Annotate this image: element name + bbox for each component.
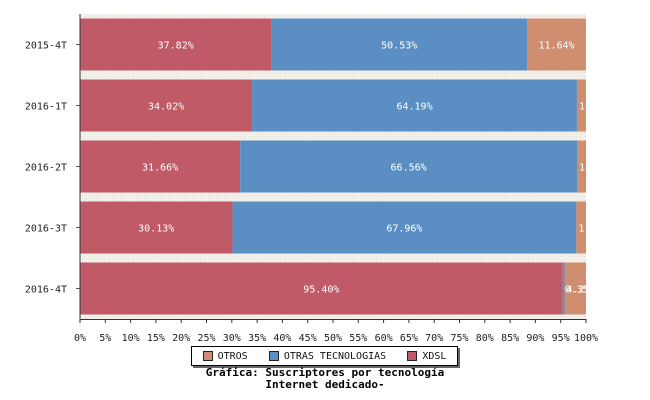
bar-segment — [576, 79, 586, 132]
bar-segment — [80, 79, 253, 132]
x-tick-label: 5% — [99, 333, 111, 344]
data-label: 64.19% — [396, 102, 432, 113]
x-tick-label: 30% — [223, 333, 241, 344]
x-tick-label: 0% — [74, 333, 86, 344]
data-label: 67.96% — [386, 224, 422, 235]
x-tick-label: 70% — [425, 333, 443, 344]
bar-segment — [564, 262, 586, 315]
bar-segment — [252, 79, 577, 132]
data-label: 37.82% — [158, 41, 194, 52]
x-tick-label: 85% — [501, 333, 519, 344]
bar-segment — [80, 140, 241, 193]
data-label: 1.78 — [579, 102, 603, 113]
x-tick-label: 35% — [248, 333, 266, 344]
y-tick-label: 2016-2T — [25, 163, 67, 174]
x-tick-label: 55% — [349, 333, 367, 344]
x-tick-label: 80% — [476, 333, 494, 344]
data-label: 11.64% — [538, 41, 574, 52]
x-tick-label: 40% — [273, 333, 291, 344]
legend-swatch-xdsl — [407, 351, 418, 361]
y-tick-label: 2016-4T — [25, 285, 67, 296]
data-label: 30.13% — [138, 224, 174, 235]
bar-segment — [80, 201, 233, 254]
legend-label-xdsl: XDSL — [422, 350, 447, 362]
data-label: 0.35% — [565, 285, 595, 296]
bar-segment — [232, 201, 577, 254]
bar-segment — [80, 18, 272, 71]
x-tick-label: 65% — [400, 333, 418, 344]
x-tick-label: 50% — [324, 333, 342, 344]
bar-segment — [576, 140, 587, 193]
legend-item-otras-tecnologias: OTRAS TECNOLOGIAS — [268, 350, 387, 362]
legend-item-xdsl: XDSL — [407, 351, 446, 362]
y-tick-label: 2016-3T — [25, 224, 67, 235]
data-label: 34.02% — [148, 102, 184, 113]
legend-item-otros: OTROS — [202, 350, 248, 362]
y-tick-label: 2015-4T — [25, 41, 67, 52]
legend-swatch-otras-tecnologias — [268, 351, 279, 361]
chart-caption: Gráfica: Suscriptores por tecnología Int… — [0, 367, 650, 391]
data-label: 4.25% — [566, 285, 596, 296]
bar-segment — [576, 201, 586, 254]
chart-title-line-1: Gráfica: Suscriptores por tecnología — [205, 366, 445, 379]
y-tick-label: 2016-1T — [25, 102, 67, 113]
bar-segment — [80, 262, 563, 315]
x-tick-label: 100% — [574, 333, 598, 344]
x-tick-label: 60% — [375, 333, 393, 344]
data-label: 95.40% — [303, 285, 339, 296]
bar-segment — [527, 18, 586, 71]
x-tick-label: 95% — [552, 333, 570, 344]
bar-segment — [240, 140, 577, 193]
data-label: 1.79 — [579, 163, 603, 174]
x-tick-label: 75% — [450, 333, 468, 344]
chart-legend: OTROS OTRAS TECNOLOGIAS XDSL — [191, 346, 458, 366]
legend-label-otras-tecnologias: OTRAS TECNOLOGIAS — [283, 350, 387, 362]
x-tick-label: 20% — [172, 333, 190, 344]
legend-label-otros: OTROS — [217, 350, 248, 362]
chart-title-line-2: Internet dedicado- — [265, 378, 385, 391]
data-label: 50.53% — [381, 41, 417, 52]
x-tick-label: 90% — [526, 333, 544, 344]
x-tick-label: 25% — [197, 333, 215, 344]
bar-segment — [271, 18, 528, 71]
data-label: 31.66% — [142, 163, 178, 174]
bar-segment — [562, 262, 565, 315]
x-tick-label: 15% — [147, 333, 165, 344]
data-label: 1.91 — [578, 224, 602, 235]
legend-swatch-otros — [202, 351, 213, 361]
x-tick-label: 45% — [299, 333, 317, 344]
data-label: 66.56% — [391, 163, 427, 174]
x-tick-label: 10% — [122, 333, 140, 344]
